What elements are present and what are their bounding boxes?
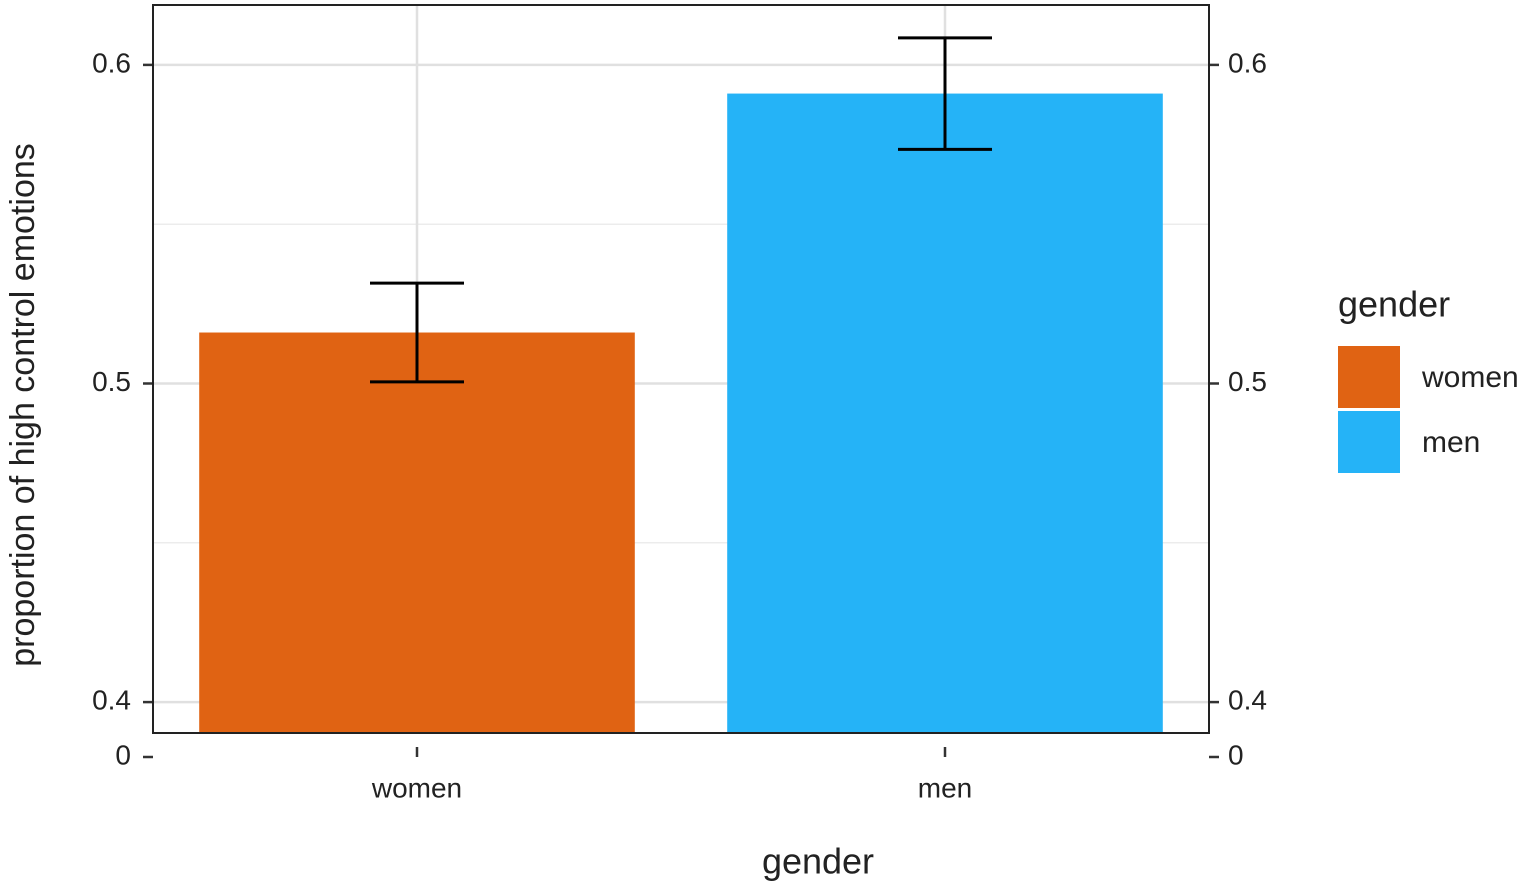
legend-key (1338, 346, 1400, 408)
legend-label: men (1422, 426, 1480, 459)
bar (199, 332, 635, 733)
y2-tick-label: 0.4 (1228, 684, 1267, 715)
legend-title: gender (1338, 284, 1450, 325)
y-tick-label: 0.4 (92, 684, 131, 715)
x-tick-label: women (371, 772, 462, 803)
y2-tick-label: 0 (1228, 739, 1244, 770)
y-tick-label: 0.5 (92, 366, 131, 397)
bar (727, 93, 1163, 733)
error-bar (370, 281, 464, 384)
x-tick-label: men (918, 772, 972, 803)
y-tick-label: 0 (115, 739, 131, 770)
legend-label: women (1421, 361, 1519, 394)
panel-border (152, 4, 1210, 734)
error-bar (898, 36, 992, 151)
x-axis-label: gender (762, 841, 874, 882)
y-axis-label: proportion of high control emotions (4, 143, 42, 667)
legend-key (1338, 411, 1400, 473)
y-tick-label: 0.6 (92, 47, 131, 78)
y2-tick-label: 0.5 (1228, 366, 1267, 397)
y2-tick-label: 0.6 (1228, 47, 1267, 78)
